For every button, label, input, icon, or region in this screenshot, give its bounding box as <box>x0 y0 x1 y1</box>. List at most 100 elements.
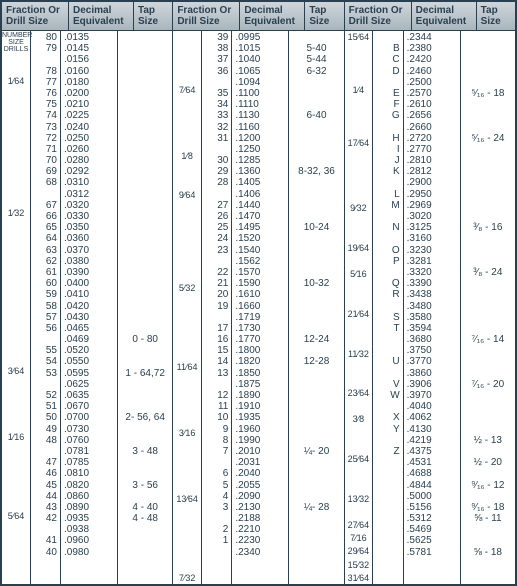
tap-size <box>289 546 343 557</box>
drill-number <box>373 467 402 478</box>
decimal-value: .0469 <box>61 333 117 344</box>
decimal-value: .4130 <box>404 423 460 434</box>
decimal-value: .1360 <box>232 165 288 176</box>
decimal-value: .2500 <box>404 76 460 87</box>
drill-number: T <box>373 322 402 333</box>
fraction-label <box>2 299 30 312</box>
drill-number: 42 <box>31 512 60 523</box>
decimal-value: .2040 <box>232 467 288 478</box>
drill-number: Y <box>373 423 402 434</box>
tap-size: 10-24 <box>289 221 343 232</box>
decimal-value: .0200 <box>61 87 117 98</box>
fraction-label <box>173 466 201 479</box>
decimal-value: .0820 <box>61 479 117 490</box>
decimal-value: .1590 <box>232 277 288 288</box>
tap-size: ³⁄₈ - 16 <box>461 221 515 232</box>
tap-size <box>289 534 343 545</box>
fraction-label <box>173 71 201 84</box>
tap-size <box>118 188 172 199</box>
decimal-value: .0390 <box>61 266 117 277</box>
drill-number: 47 <box>31 456 60 467</box>
tap-size <box>118 143 172 154</box>
decimal-value: .1495 <box>232 221 288 232</box>
fraction-label <box>2 339 30 352</box>
fraction-label <box>345 361 373 374</box>
decimal-value: .0410 <box>61 288 117 299</box>
tap-size <box>461 143 515 154</box>
decimal-value: .2420 <box>404 53 460 64</box>
tap-size <box>289 31 343 42</box>
decimal-value: .3480 <box>404 300 460 311</box>
decimal-value: .2230 <box>232 534 288 545</box>
tap-size <box>461 277 515 288</box>
drill-number: 74 <box>31 109 60 120</box>
fraction-label: 1⁄8 <box>173 150 201 163</box>
drill-number <box>373 121 402 132</box>
tap-size <box>461 534 515 545</box>
tap-size <box>461 355 515 366</box>
decimal-value: .2610 <box>404 98 460 109</box>
fraction-label <box>2 246 30 259</box>
drill-number: 62 <box>31 255 60 266</box>
decimal-value: .1935 <box>232 411 288 422</box>
drill-number: 38 <box>202 42 231 53</box>
drill-number <box>202 143 231 154</box>
decimal-value: .0350 <box>61 221 117 232</box>
tap-size <box>289 512 343 523</box>
decimal-value: .1719 <box>232 311 288 322</box>
drill-number: 25 <box>202 221 231 232</box>
decimal-value: .3860 <box>404 367 460 378</box>
tap-size: ½ - 13 <box>461 434 515 445</box>
tap-size <box>118 322 172 333</box>
fraction-label: 15⁄32 <box>345 559 373 572</box>
fraction-label <box>2 88 30 101</box>
decimal-value: .0240 <box>61 121 117 132</box>
decimal-value: .2969 <box>404 199 460 210</box>
drill-number <box>202 456 231 467</box>
drill-number: P <box>373 255 402 266</box>
drill-number: 28 <box>202 176 231 187</box>
decimal-value: .0135 <box>61 31 117 42</box>
decimal-value: .1730 <box>232 322 288 333</box>
decimal-value: .5156 <box>404 501 460 512</box>
fraction-label <box>173 295 201 308</box>
drill-number: 21 <box>202 277 231 288</box>
column-1: Fraction Or Drill Size Decimal Equivalen… <box>2 2 173 584</box>
tap-size <box>461 288 515 299</box>
decimal-value: .3770 <box>404 355 460 366</box>
fraction-label <box>173 268 201 281</box>
decimal-value: .2460 <box>404 65 460 76</box>
fraction-label <box>2 128 30 141</box>
decimal-value: .0160 <box>61 65 117 76</box>
decimal-value: .4844 <box>404 479 460 490</box>
fraction-label <box>173 479 201 492</box>
decimal-value <box>404 557 460 568</box>
tap-size: 0 - 80 <box>118 333 172 344</box>
decimal-value: .2720 <box>404 132 460 143</box>
drill-number: 80 <box>31 31 60 42</box>
drill-number: 12 <box>202 389 231 400</box>
decimal-value: .0700 <box>61 411 117 422</box>
tap-size: ³⁄₈ - 24 <box>461 266 515 277</box>
drill-number: K <box>373 165 402 176</box>
tap-size <box>289 467 343 478</box>
drill-number: 27 <box>202 199 231 210</box>
tap-size <box>118 546 172 557</box>
hdr-tap: Tap Size <box>305 2 343 30</box>
drill-number: C <box>373 53 402 64</box>
decimal-value: .1875 <box>232 378 288 389</box>
tap-size <box>118 98 172 109</box>
drill-number: 76 <box>31 87 60 98</box>
drill-number: 55 <box>31 344 60 355</box>
drill-number: Z <box>373 445 402 456</box>
fraction-label <box>2 497 30 510</box>
drill-number: M <box>373 199 402 210</box>
drill-number: B <box>373 42 402 53</box>
tap-size <box>289 143 343 154</box>
tap-size <box>289 132 343 143</box>
decimal-value: .1405 <box>232 176 288 187</box>
fraction-label <box>173 57 201 70</box>
fraction-label <box>2 352 30 365</box>
drill-number: 72 <box>31 132 60 143</box>
tap-size <box>289 389 343 400</box>
